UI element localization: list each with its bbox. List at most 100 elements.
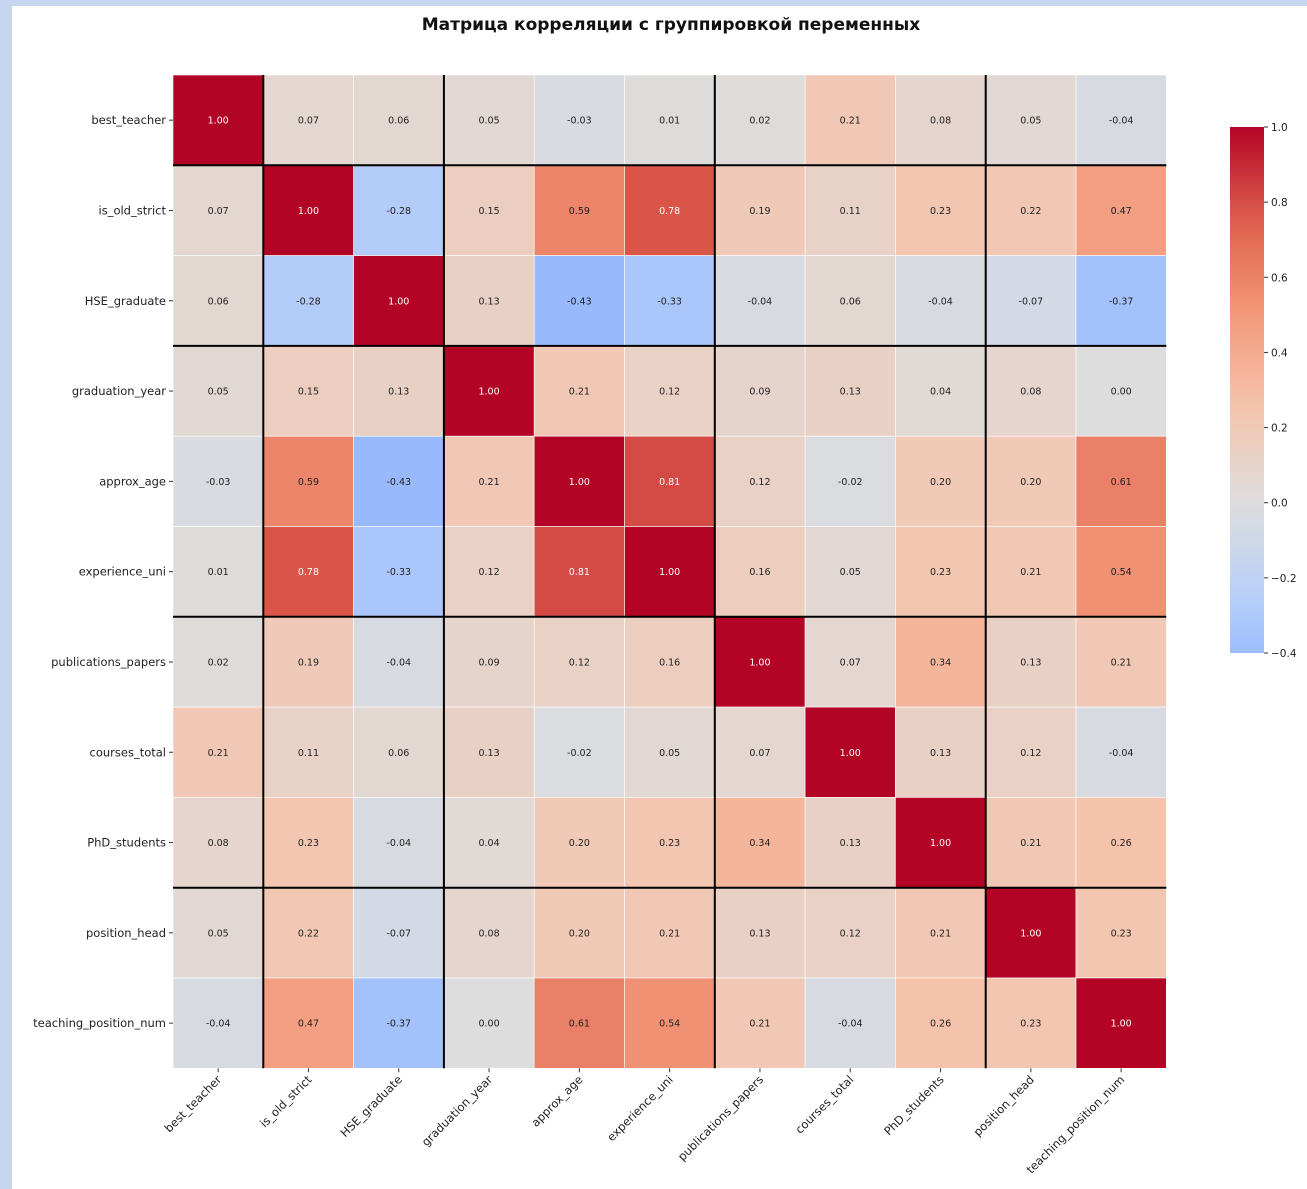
colorbar-tick-label: 0.2: [1271, 423, 1288, 435]
cell-value-label: 1.00: [659, 567, 680, 578]
heatmap-cell: [624, 345, 716, 437]
cell-value-label: 0.12: [569, 657, 590, 668]
cell-value-label: 0.78: [659, 206, 680, 217]
heatmap-cell: [714, 797, 806, 889]
cell-value-label: 1.00: [1111, 1019, 1132, 1030]
cell-value-label: 0.01: [659, 116, 680, 127]
heatmap-cell: [714, 706, 806, 798]
heatmap-cell: [985, 797, 1077, 889]
cell-value-label: 0.47: [1111, 206, 1132, 217]
heatmap-cell: [533, 887, 625, 979]
cell-value-label: 0.07: [298, 116, 319, 127]
heatmap-cell: [172, 797, 264, 889]
cell-value-label: 0.06: [388, 116, 409, 127]
cell-value-label: 0.21: [478, 477, 499, 488]
cell-value-label: 0.78: [298, 567, 319, 578]
cell-value-label: 0.06: [388, 748, 409, 759]
heatmap-cell: [1075, 616, 1167, 708]
heatmap-cell: [624, 255, 716, 347]
cell-value-label: 1.00: [1020, 928, 1041, 939]
cell-value-label: 1.00: [840, 748, 861, 759]
heatmap-cell: [624, 526, 716, 618]
cell-value-label: 1.00: [478, 387, 499, 398]
heatmap-cell: [353, 616, 445, 708]
cell-value-label: 0.15: [298, 387, 319, 398]
heatmap-cell: [443, 526, 535, 618]
heatmap-cell: [895, 616, 987, 708]
heatmap-cell: [714, 887, 806, 979]
y-tick-label: teaching_position_num: [33, 1016, 166, 1030]
heatmap-cell: [624, 977, 716, 1069]
heatmap-cell: [533, 616, 625, 708]
cell-value-label: -0.04: [1109, 116, 1134, 127]
heatmap-cell: [985, 977, 1077, 1069]
heatmap-cell: [533, 977, 625, 1069]
heatmap-cell: [804, 165, 896, 256]
cell-value-label: 0.16: [749, 567, 770, 578]
heatmap-cell: [1075, 345, 1167, 437]
cell-value-label: 0.12: [749, 477, 770, 488]
heatmap-cell: [1075, 797, 1167, 889]
heatmap-cell: [624, 887, 716, 979]
cell-value-label: 0.13: [930, 748, 951, 759]
chart-title: Матрица корреляции с группировкой переме…: [422, 15, 921, 35]
cell-value-label: 0.23: [298, 838, 319, 849]
cell-value-label: 0.59: [569, 206, 590, 217]
x-tick-label: experience_uni: [604, 1073, 676, 1145]
heatmap-cell: [895, 165, 987, 256]
heatmap-cell: [263, 706, 354, 798]
x-tick-label: graduation_year: [419, 1072, 496, 1149]
heatmap-cell: [1075, 435, 1167, 527]
cell-value-label: 0.00: [1111, 387, 1132, 398]
cell-value-label: 0.08: [930, 116, 951, 127]
cell-value-label: 0.20: [1020, 477, 1041, 488]
cell-value-label: -0.07: [1019, 296, 1044, 307]
cell-value-label: 0.21: [749, 1019, 770, 1030]
cell-value-label: 0.54: [659, 1019, 680, 1030]
cell-value-label: 0.13: [840, 387, 861, 398]
chart-panel: Матрица корреляции с группировкой переме…: [12, 6, 1307, 1189]
colorbar-tick-label: −0.4: [1271, 648, 1297, 660]
colorbar-tick-label: 0.0: [1271, 498, 1288, 510]
cell-value-label: 0.21: [1020, 838, 1041, 849]
cell-value-label: 0.05: [840, 567, 861, 578]
cell-value-label: 0.07: [749, 748, 770, 759]
cell-value-label: 0.34: [930, 657, 951, 668]
colorbar-tick-label: 1.0: [1271, 122, 1288, 134]
cell-value-label: 0.11: [840, 206, 861, 217]
cell-value-label: 0.05: [478, 116, 499, 127]
heatmap-cell: [172, 435, 264, 527]
heatmap-cell: [1075, 526, 1167, 618]
cell-value-label: 0.05: [1020, 116, 1041, 127]
cell-value-label: 0.06: [840, 296, 861, 307]
cell-value-label: 0.26: [930, 1019, 951, 1030]
colorbar: 1.0 0.8 0.6 0.4 0.2 0.0 −0.2 −0.4: [1230, 122, 1297, 660]
heatmap-cell: [533, 435, 625, 527]
heatmap-cell: [714, 345, 806, 437]
cell-value-label: 0.61: [569, 1019, 590, 1030]
heatmap-cell: [353, 887, 445, 979]
y-tick-label: PhD_students: [87, 836, 166, 850]
heatmap-cell: [985, 74, 1077, 166]
cell-value-label: 0.20: [569, 928, 590, 939]
cell-value-label: 0.04: [478, 838, 499, 849]
cell-value-label: 0.61: [1111, 477, 1132, 488]
cell-value-label: 1.00: [298, 206, 319, 217]
heatmap-cell: [624, 797, 716, 889]
y-tick-label: approx_age: [99, 474, 166, 488]
cell-value-label: 1.00: [569, 477, 590, 488]
heatmap-cell: [443, 435, 535, 527]
y-tick-label: HSE_graduate: [85, 294, 166, 308]
heatmap-cell: [895, 526, 987, 618]
heatmap-cell: [172, 706, 264, 798]
cell-value-label: 0.12: [1020, 748, 1041, 759]
x-tick-label: publications_papers: [675, 1073, 766, 1164]
cell-value-label: 0.11: [298, 748, 319, 759]
heatmap-cell: [353, 977, 445, 1069]
heatmap-cell: [443, 887, 535, 979]
heatmap-cell: [443, 616, 535, 708]
heatmap-cell: [263, 435, 354, 527]
heatmap-cell: [804, 887, 896, 979]
heatmap-cell: [533, 345, 625, 437]
heatmap-cell: [263, 977, 354, 1069]
